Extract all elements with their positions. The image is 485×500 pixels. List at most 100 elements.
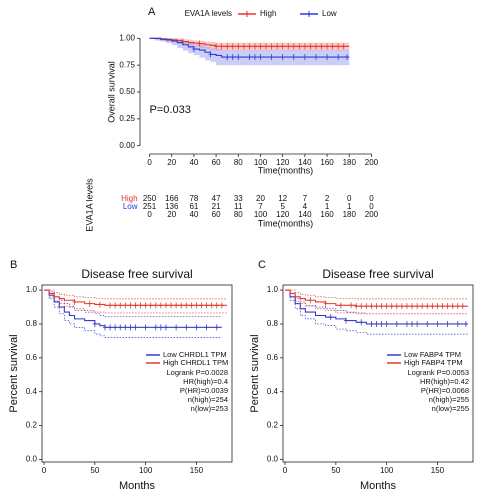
censor-mark bbox=[410, 303, 415, 310]
censor-mark bbox=[430, 303, 435, 310]
censor-mark bbox=[404, 303, 409, 310]
risk-count: 21 bbox=[212, 202, 221, 211]
stat-text: Logrank P=0.0053 bbox=[407, 368, 469, 377]
y-tick-label: 1.0 bbox=[267, 285, 279, 294]
censor-mark bbox=[214, 324, 219, 331]
censor-mark bbox=[158, 302, 163, 309]
censor-mark bbox=[225, 54, 230, 61]
censor-mark bbox=[123, 302, 128, 309]
censor-mark bbox=[286, 43, 291, 50]
censor-mark bbox=[455, 303, 460, 310]
survival-curve bbox=[44, 289, 227, 306]
x-tick-label: 0 bbox=[283, 466, 288, 475]
censor-mark bbox=[113, 324, 118, 331]
censor-mark bbox=[425, 320, 430, 327]
risk-count: 20 bbox=[256, 194, 265, 203]
censor-mark bbox=[214, 43, 219, 50]
stat-text: Logrank P=0.0028 bbox=[166, 368, 228, 377]
panel-letter: C bbox=[258, 259, 266, 271]
y-tick-label: 0.6 bbox=[26, 353, 38, 362]
risk-x-tick-label: 180 bbox=[343, 210, 357, 219]
chart-title: Disease free survival bbox=[81, 267, 192, 281]
censor-mark bbox=[308, 43, 313, 50]
censor-mark bbox=[384, 303, 389, 310]
censor-mark bbox=[194, 324, 199, 331]
risk-count: 7 bbox=[258, 202, 263, 211]
censor-mark bbox=[345, 54, 350, 61]
stat-text: HR(high)=0.42 bbox=[420, 377, 469, 386]
y-tick-label: 0.6 bbox=[267, 353, 279, 362]
censor-mark bbox=[128, 324, 133, 331]
censor-mark bbox=[184, 324, 189, 331]
risk-x-tick-label: 80 bbox=[234, 210, 243, 219]
confidence-line bbox=[285, 289, 468, 315]
legend-label: High CHRDL1 TPM bbox=[163, 358, 228, 367]
censor-mark bbox=[425, 303, 430, 310]
x-tick-label: 50 bbox=[331, 466, 340, 475]
censor-mark bbox=[225, 43, 230, 50]
censor-mark bbox=[194, 302, 199, 309]
risk-y-label: EVA1A levels bbox=[84, 178, 94, 232]
censor-mark bbox=[230, 54, 235, 61]
stat-text: n(high)=255 bbox=[429, 395, 469, 404]
censor-mark bbox=[128, 302, 133, 309]
legend-title: EVA1A levels bbox=[185, 9, 232, 18]
x-tick-label: 20 bbox=[167, 158, 176, 167]
legend-swatch-mark bbox=[306, 11, 312, 17]
censor-mark bbox=[118, 324, 123, 331]
censor-mark bbox=[394, 303, 399, 310]
censor-mark bbox=[264, 43, 269, 50]
y-axis-label: Overall survival bbox=[106, 61, 116, 123]
censor-mark bbox=[133, 302, 138, 309]
y-tick-label: 0.00 bbox=[119, 141, 135, 150]
y-axis-label: Percent survival bbox=[249, 334, 261, 412]
censor-mark bbox=[325, 54, 330, 61]
censor-mark bbox=[252, 43, 257, 50]
censor-mark bbox=[123, 324, 128, 331]
censor-mark bbox=[325, 43, 330, 50]
censor-mark bbox=[369, 320, 374, 327]
censor-mark bbox=[445, 303, 450, 310]
confidence-line bbox=[44, 289, 222, 338]
censor-mark bbox=[148, 302, 153, 309]
censor-mark bbox=[252, 54, 257, 61]
survival-curve bbox=[44, 289, 222, 328]
censor-mark bbox=[133, 324, 138, 331]
censor-mark bbox=[389, 303, 394, 310]
censor-mark bbox=[280, 43, 285, 50]
censor-mark bbox=[174, 324, 179, 331]
censor-mark bbox=[158, 324, 163, 331]
censor-mark bbox=[208, 51, 213, 58]
censor-mark bbox=[420, 303, 425, 310]
censor-mark bbox=[143, 324, 148, 331]
x-tick-label: 0 bbox=[147, 158, 152, 167]
censor-mark bbox=[349, 302, 354, 309]
y-tick-label: 0.2 bbox=[267, 421, 279, 430]
censor-mark bbox=[72, 298, 77, 305]
censor-mark bbox=[204, 302, 209, 309]
censor-mark bbox=[230, 43, 235, 50]
censor-mark bbox=[336, 43, 341, 50]
censor-mark bbox=[87, 300, 92, 307]
x-axis-label: Time(months) bbox=[258, 165, 313, 175]
censor-mark bbox=[258, 43, 263, 50]
y-tick-label: 0.4 bbox=[26, 387, 38, 396]
y-tick-label: 0.2 bbox=[26, 421, 38, 430]
censor-mark bbox=[291, 43, 296, 50]
censor-mark bbox=[415, 303, 420, 310]
risk-x-tick-label: 20 bbox=[167, 210, 176, 219]
censor-mark bbox=[138, 302, 143, 309]
censor-mark bbox=[102, 324, 107, 331]
censor-mark bbox=[204, 324, 209, 331]
risk-count: 166 bbox=[165, 194, 179, 203]
risk-count: 1 bbox=[347, 202, 352, 211]
risk-x-label: Time(months) bbox=[258, 218, 313, 228]
censor-mark bbox=[236, 43, 241, 50]
y-tick-label: 0.8 bbox=[267, 319, 279, 328]
risk-x-tick-label: 140 bbox=[298, 210, 312, 219]
y-tick-label: 0.8 bbox=[26, 319, 38, 328]
risk-count: 1 bbox=[325, 202, 330, 211]
censor-mark bbox=[184, 302, 189, 309]
risk-x-tick-label: 160 bbox=[320, 210, 334, 219]
censor-mark bbox=[341, 43, 346, 50]
